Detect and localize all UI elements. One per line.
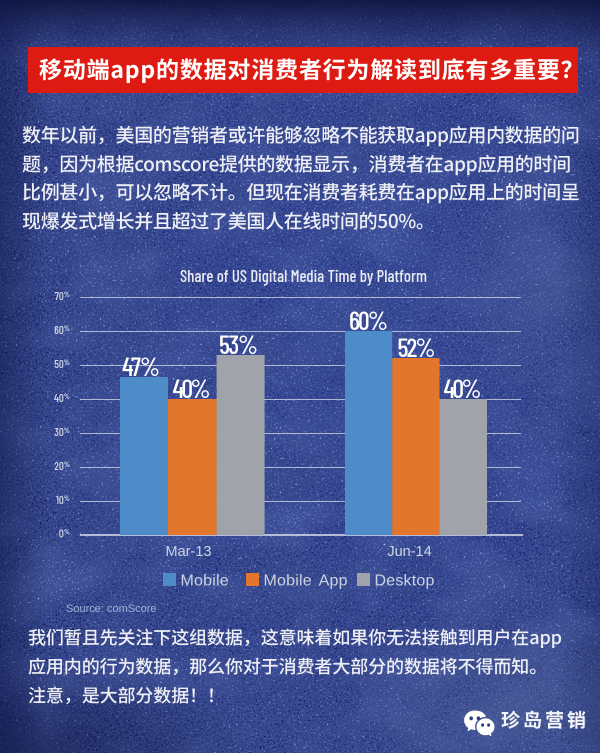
- svg-text:70%: 70%: [55, 289, 70, 303]
- svg-text:60%: 60%: [349, 305, 388, 336]
- svg-text:47%: 47%: [122, 351, 160, 382]
- svg-text:Source: comScore: Source: comScore: [66, 603, 156, 615]
- svg-text:40%: 40%: [173, 373, 211, 404]
- svg-text:30%: 30%: [54, 425, 70, 439]
- svg-text:53%: 53%: [219, 329, 258, 360]
- svg-text:Desktop: Desktop: [375, 573, 435, 590]
- svg-text:20%: 20%: [54, 459, 70, 473]
- svg-text:Share of US Digital Media Time: Share of US Digital Media Time by Platfo…: [180, 266, 427, 286]
- svg-text:Jun-14: Jun-14: [387, 544, 431, 560]
- svg-text:60%: 60%: [54, 323, 70, 337]
- svg-text:52%: 52%: [398, 332, 436, 363]
- svg-text:Mar-13: Mar-13: [166, 544, 212, 560]
- svg-text:50%: 50%: [54, 357, 70, 371]
- svg-text:0%: 0%: [59, 527, 70, 541]
- svg-text:40%: 40%: [444, 373, 482, 404]
- svg-text:10%: 10%: [56, 493, 70, 507]
- svg-text:40%: 40%: [54, 391, 70, 405]
- svg-text:Mobile: Mobile: [181, 573, 229, 590]
- svg-text:Mobile App: Mobile App: [264, 573, 348, 590]
